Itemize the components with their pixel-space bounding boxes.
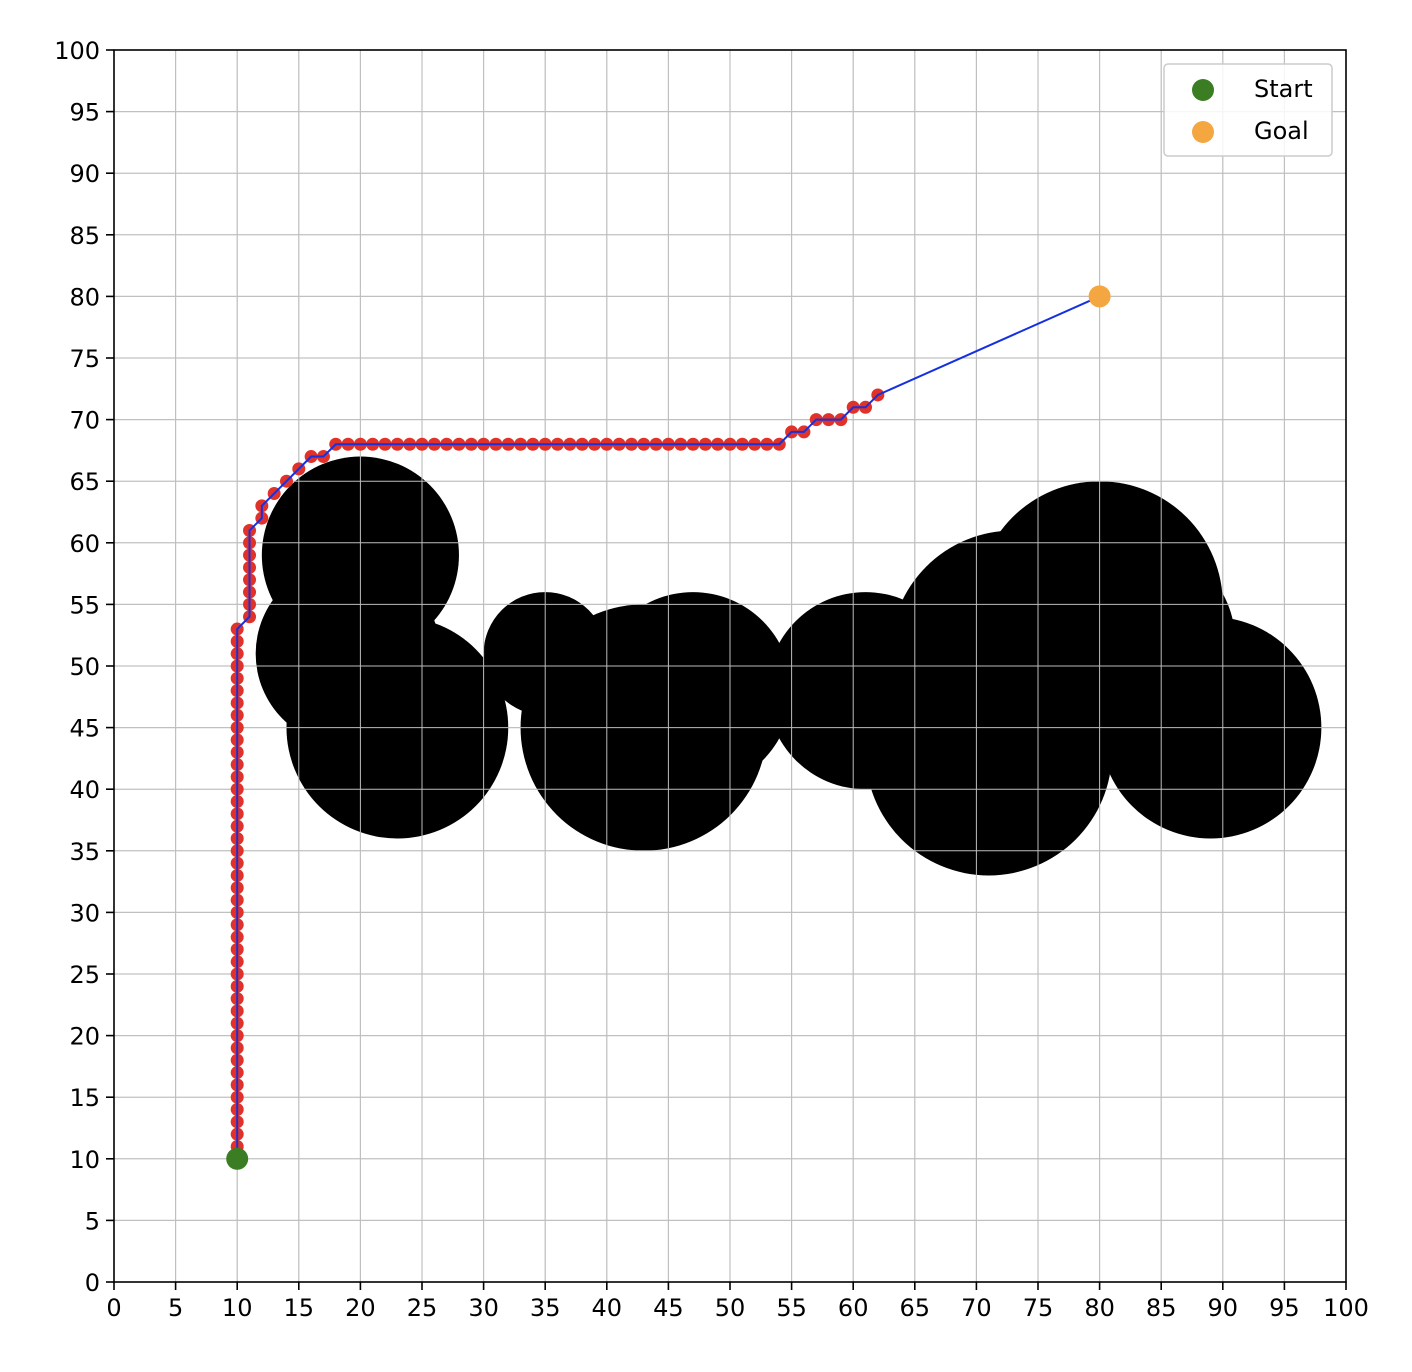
y-tick-label: 10 <box>69 1146 100 1174</box>
start-marker <box>226 1147 249 1170</box>
y-tick-label: 95 <box>69 99 100 127</box>
x-tick-label: 30 <box>468 1294 499 1322</box>
goal-marker <box>1088 285 1111 308</box>
y-tick-label: 80 <box>69 283 100 311</box>
axis-ticks: 0 5 10 15 20 25 30 35 40 45 50 55 60 65 70 75 80 85 90 95 10… <box>54 37 1369 1322</box>
x-tick-label: 60 <box>838 1294 869 1322</box>
x-tick-label: 15 <box>284 1294 315 1322</box>
x-tick-label: 100 <box>1323 1294 1369 1322</box>
legend-marker-goal <box>1192 121 1214 143</box>
x-tick-label: 35 <box>530 1294 561 1322</box>
x-tick-label: 10 <box>222 1294 253 1322</box>
x-tick-label: 80 <box>1084 1294 1115 1322</box>
x-tick-label: 50 <box>715 1294 746 1322</box>
y-tick-label: 25 <box>69 961 100 989</box>
x-tick-label: 65 <box>900 1294 931 1322</box>
y-tick-label: 45 <box>69 715 100 743</box>
y-tick-label: 65 <box>69 468 100 496</box>
x-tick-label: 70 <box>961 1294 992 1322</box>
y-tick-label: 75 <box>69 345 100 373</box>
x-tick-label: 0 <box>106 1294 121 1322</box>
legend-label-goal: Goal <box>1254 117 1309 145</box>
y-tick-label: 15 <box>69 1084 100 1112</box>
y-tick-label: 0 <box>85 1269 100 1297</box>
y-tick-label: 90 <box>69 160 100 188</box>
x-tick-label: 5 <box>168 1294 183 1322</box>
endpoints <box>226 285 1111 1170</box>
legend-marker-start <box>1192 79 1214 101</box>
y-tick-label: 60 <box>69 530 100 558</box>
y-tick-label: 5 <box>85 1207 100 1235</box>
x-tick-label: 25 <box>407 1294 438 1322</box>
obstacle-circle <box>594 592 792 790</box>
path-line <box>236 295 1101 1159</box>
y-tick-label: 55 <box>69 591 100 619</box>
y-tick-label: 100 <box>54 37 100 65</box>
y-tick-label: 40 <box>69 776 100 804</box>
y-tick-label: 85 <box>69 222 100 250</box>
x-tick-label: 95 <box>1269 1294 1300 1322</box>
x-tick-label: 40 <box>592 1294 623 1322</box>
planned-path <box>236 295 1101 1159</box>
legend: Start Goal <box>1163 63 1333 157</box>
y-tick-label: 50 <box>69 653 100 681</box>
y-tick-label: 70 <box>69 407 100 435</box>
legend-label-start: Start <box>1254 75 1313 103</box>
y-tick-label: 30 <box>69 899 100 927</box>
x-tick-label: 55 <box>776 1294 807 1322</box>
x-tick-label: 75 <box>1023 1294 1054 1322</box>
grid-overlay <box>114 50 1346 1282</box>
x-tick-label: 20 <box>345 1294 376 1322</box>
x-tick-label: 90 <box>1208 1294 1239 1322</box>
y-tick-label: 20 <box>69 1023 100 1051</box>
y-tick-label: 35 <box>69 838 100 866</box>
x-tick-label: 45 <box>653 1294 684 1322</box>
x-tick-label: 85 <box>1146 1294 1177 1322</box>
